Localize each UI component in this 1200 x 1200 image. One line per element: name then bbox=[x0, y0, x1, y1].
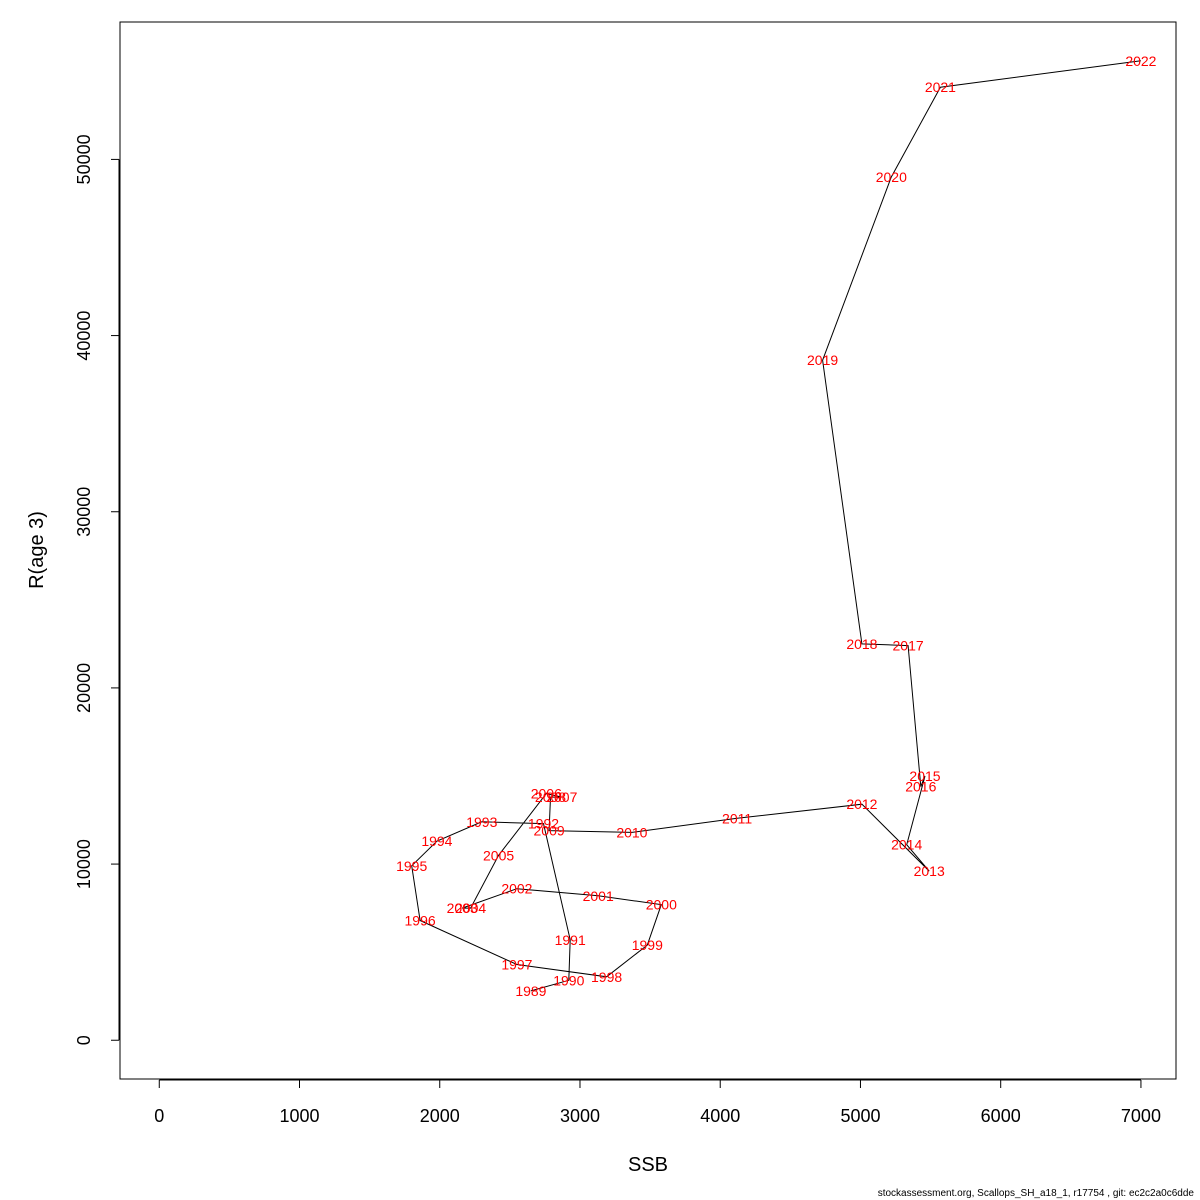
point-label-2007: 2007 bbox=[546, 789, 577, 805]
point-label-2016: 2016 bbox=[905, 779, 936, 795]
point-label-1997: 1997 bbox=[501, 957, 532, 973]
point-label-1990: 1990 bbox=[553, 972, 584, 988]
y-tick-label: 30000 bbox=[74, 487, 94, 537]
point-label-2006: 2006 bbox=[531, 786, 562, 802]
point-label-1999: 1999 bbox=[632, 937, 663, 953]
point-label-2002: 2002 bbox=[501, 881, 532, 897]
y-tick-label: 20000 bbox=[74, 663, 94, 713]
x-axis: 0 1000 2000 3000 4000 5000 6000 7000 bbox=[154, 1079, 1161, 1126]
point-label-2018: 2018 bbox=[846, 636, 877, 652]
x-tick-label: 0 bbox=[154, 1106, 164, 1126]
point-label-2022: 2022 bbox=[1125, 53, 1156, 69]
point-label-2004: 2004 bbox=[455, 900, 486, 916]
point-label-1994: 1994 bbox=[421, 833, 452, 849]
point-label-2012: 2012 bbox=[846, 796, 877, 812]
plot-frame bbox=[119, 21, 1177, 1080]
point-label-2021: 2021 bbox=[925, 79, 956, 95]
point-label-2005: 2005 bbox=[483, 847, 514, 863]
x-tick-label: 7000 bbox=[1121, 1106, 1161, 1126]
point-label-1991: 1991 bbox=[555, 932, 586, 948]
point-label-1992: 1992 bbox=[528, 816, 559, 832]
x-tick-label: 6000 bbox=[981, 1106, 1021, 1126]
point-labels: 1989 1990 1991 1992 1993 1994 1995 1996 1997 1998… bbox=[396, 53, 1157, 999]
y-tick-label: 10000 bbox=[74, 839, 94, 889]
point-label-2013: 2013 bbox=[914, 863, 945, 879]
point-label-2003: 2003 bbox=[447, 900, 478, 916]
y-tick-label: 50000 bbox=[74, 134, 94, 184]
point-label-2017: 2017 bbox=[893, 638, 924, 654]
point-label-1995: 1995 bbox=[396, 858, 427, 874]
footer-credit: stockassessment.org, Scallops_SH_a18_1, … bbox=[877, 1188, 1194, 1199]
x-tick-label: 2000 bbox=[420, 1106, 460, 1126]
point-label-2009: 2009 bbox=[534, 823, 565, 839]
x-tick-label: 1000 bbox=[279, 1106, 319, 1126]
x-axis-title: SSB bbox=[628, 1154, 668, 1176]
point-label-2010: 2010 bbox=[616, 824, 647, 840]
point-label-1993: 1993 bbox=[466, 814, 497, 830]
point-label-2001: 2001 bbox=[583, 888, 614, 904]
point-label-2011: 2011 bbox=[722, 810, 752, 826]
point-label-2020: 2020 bbox=[876, 169, 907, 185]
x-tick-label: 3000 bbox=[560, 1106, 600, 1126]
series-line bbox=[411, 60, 1141, 992]
y-axis: 0 10000 20000 30000 40000 50000 bbox=[74, 134, 120, 1045]
point-label-1998: 1998 bbox=[591, 969, 622, 985]
point-label-2019: 2019 bbox=[807, 352, 838, 368]
x-tick-label: 4000 bbox=[700, 1106, 740, 1126]
point-label-1996: 1996 bbox=[405, 913, 436, 929]
point-label-1989: 1989 bbox=[515, 983, 546, 999]
point-label-2000: 2000 bbox=[646, 897, 677, 913]
point-label-2015: 2015 bbox=[909, 768, 940, 784]
point-label-2008: 2008 bbox=[535, 789, 566, 805]
y-tick-label: 40000 bbox=[74, 311, 94, 361]
point-label-2014: 2014 bbox=[891, 837, 922, 853]
x-tick-label: 5000 bbox=[840, 1106, 880, 1126]
y-tick-label: 0 bbox=[74, 1035, 94, 1045]
y-axis-title: R(age 3) bbox=[26, 511, 48, 589]
